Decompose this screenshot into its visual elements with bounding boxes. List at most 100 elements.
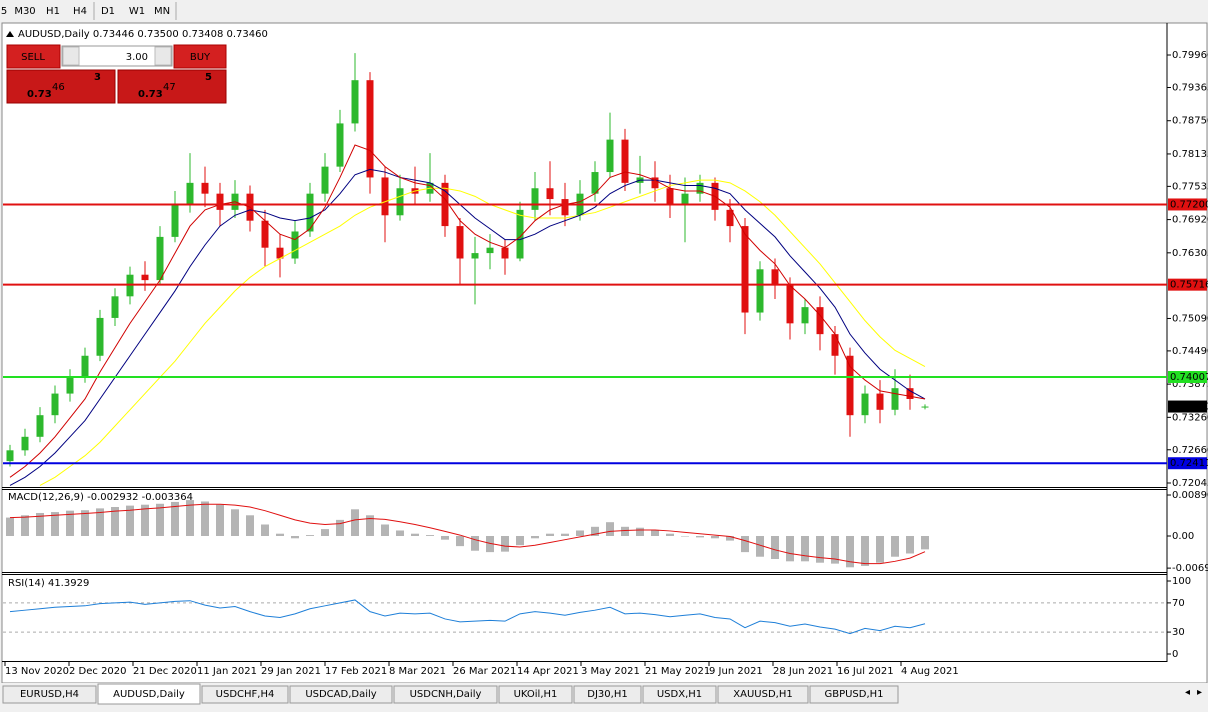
candle-body (876, 393, 884, 410)
candle-body (666, 188, 674, 205)
tab-scroll-left[interactable]: ◂ (1185, 687, 1190, 698)
candle-body (486, 247, 494, 254)
macd-bar (786, 536, 794, 562)
current-price-box (1168, 400, 1207, 413)
symbol-tab-label[interactable]: USDCNH,Daily (410, 689, 482, 700)
symbol-tab-label[interactable]: GBPUSD,H1 (824, 689, 883, 700)
macd-bar (801, 536, 809, 562)
date-label: 28 Jun 2021 (773, 666, 833, 677)
lot-down[interactable] (62, 46, 80, 66)
symbol-tab-label[interactable]: USDCAD,Daily (305, 689, 376, 700)
macd-bar (591, 526, 599, 537)
macd-bar (891, 536, 899, 557)
symbol-tab[interactable] (97, 683, 201, 705)
macd-bar (621, 526, 629, 537)
lot-field[interactable] (61, 45, 173, 67)
macd-bar (36, 512, 44, 537)
macd-bar (561, 533, 569, 537)
timeframe-button[interactable]: M30 (14, 6, 35, 17)
collapse-icon[interactable] (6, 31, 14, 37)
macd-bar (681, 536, 689, 537)
symbol-tab[interactable] (717, 685, 809, 704)
symbol-tab[interactable] (642, 685, 717, 704)
macd-bar (216, 504, 224, 537)
macd-bar (156, 503, 164, 537)
candle-body (651, 177, 659, 189)
macd-bar (306, 535, 314, 537)
symbol-tab[interactable] (498, 685, 573, 704)
candle-body (381, 177, 389, 216)
candle-body (156, 236, 164, 281)
candle-body (831, 334, 839, 356)
macd-bar (486, 536, 494, 553)
macd-bar (726, 536, 734, 541)
symbol-tab-label[interactable]: EURUSD,H4 (20, 689, 79, 700)
symbol-tab-label[interactable]: USDX,H1 (657, 689, 702, 700)
symbol-tab[interactable] (809, 685, 899, 704)
candle-body (261, 220, 269, 248)
price-tick-label: 0.73875 (1172, 379, 1208, 390)
sell-label[interactable]: SELL (21, 52, 45, 63)
macd-tick-label: -0.006977 (1172, 563, 1208, 574)
tab-scroll-right[interactable]: ▸ (1197, 687, 1202, 698)
timeframe-button[interactable]: 5 (1, 6, 7, 17)
timeframe-button[interactable]: W1 (129, 6, 145, 17)
macd-bar (636, 527, 644, 537)
candle-body (201, 182, 209, 194)
date-label: 21 May 2021 (645, 666, 710, 677)
rsi-line (9, 599, 926, 635)
price-prefix[interactable]: 0.73 (138, 89, 163, 100)
macd-bar (66, 510, 74, 537)
price-main[interactable]: 47 (163, 82, 176, 93)
lot-value[interactable]: 3.00 (126, 52, 148, 63)
price-prefix[interactable]: 0.73 (27, 89, 52, 100)
timeframe-button[interactable]: H1 (46, 6, 60, 17)
macd-bar (546, 533, 554, 537)
timeframe-button[interactable]: MN (154, 6, 170, 17)
candle-body (471, 253, 479, 259)
price-tick-label: 0.77535 (1172, 181, 1208, 192)
macd-bar (381, 524, 389, 537)
symbol-tab[interactable] (201, 685, 289, 704)
timeframe-button[interactable]: H4 (73, 6, 87, 17)
buy-label[interactable]: BUY (190, 52, 211, 63)
chart-frame (1, 22, 1208, 684)
price-box[interactable] (6, 69, 116, 104)
macd-bar (51, 512, 59, 537)
candle-body (861, 393, 869, 416)
timeframe-button[interactable]: D1 (101, 6, 115, 17)
symbol-tab-label[interactable]: UKOil,H1 (514, 689, 558, 700)
price-box[interactable] (117, 69, 227, 104)
symbol-tab-label[interactable]: AUDUSD,Daily (113, 689, 185, 700)
price-pip[interactable]: 3 (94, 72, 101, 83)
candle-body (696, 182, 704, 194)
toolbar (0, 0, 1208, 22)
lot-up[interactable] (154, 46, 172, 66)
date-label: 29 Jan 2021 (261, 666, 321, 677)
symbol-tab[interactable] (393, 685, 498, 704)
macd-bar (426, 535, 434, 537)
symbol-tab-label[interactable]: USDCHF,H4 (216, 689, 275, 700)
macd-bar (666, 533, 674, 537)
sell-button[interactable] (6, 44, 61, 69)
macd-bar (471, 536, 479, 551)
price-pip[interactable]: 5 (205, 72, 212, 83)
macd-bar (336, 519, 344, 537)
candle-body (726, 209, 734, 227)
candle-body (786, 285, 794, 324)
date-label: 3 May 2021 (581, 666, 640, 677)
symbol-tab[interactable] (289, 685, 393, 704)
macd-bar (831, 536, 839, 564)
symbol-tab-label[interactable]: XAUUSD,H1 (733, 689, 792, 700)
buy-button[interactable] (173, 44, 227, 69)
symbol-tab[interactable] (2, 685, 97, 704)
candle-body (756, 269, 764, 313)
moving-average (39, 179, 926, 486)
date-label: 8 Mar 2021 (389, 666, 446, 677)
macd-bar (6, 517, 14, 537)
symbol-tab[interactable] (573, 685, 642, 704)
rsi-tick-label: 0 (1172, 649, 1178, 660)
symbol-tab-label[interactable]: DJ30,H1 (587, 689, 627, 700)
price-main[interactable]: 46 (52, 82, 65, 93)
